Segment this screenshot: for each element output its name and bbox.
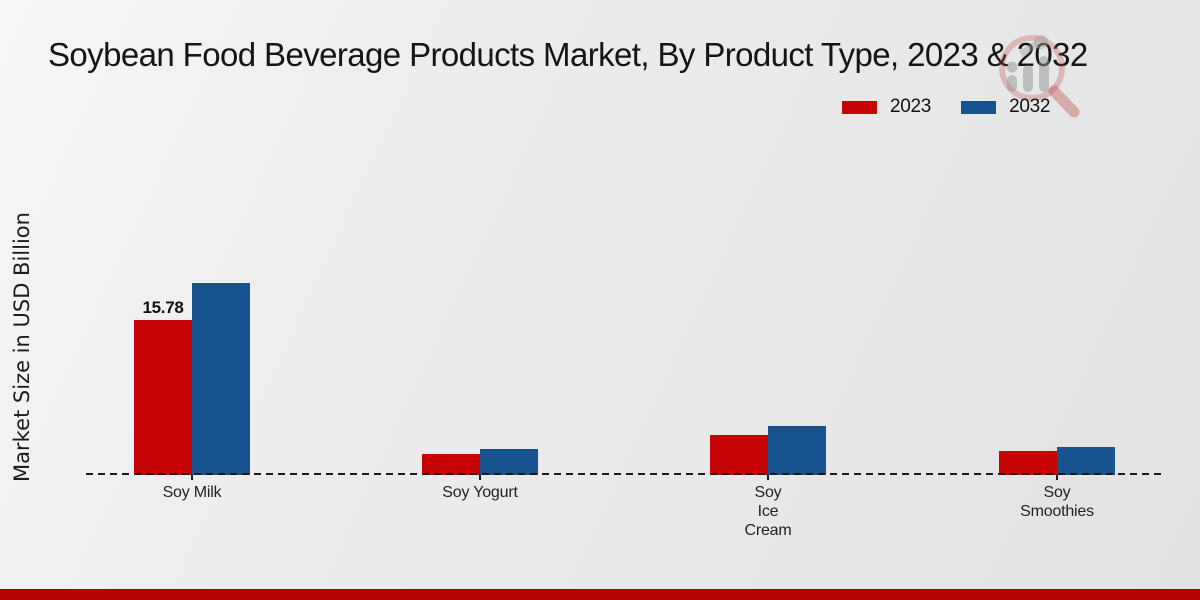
legend-label-2023: 2023 [890,96,932,117]
bar-2032-soy-yogurt [480,449,538,475]
category-label-soy-milk: Soy Milk [162,484,222,501]
legend-label-2032: 2032 [1009,96,1051,117]
bottom-accent-strip [0,589,1200,600]
x-axis-dashed-line [86,473,1163,475]
bar-2023-soy-yogurt [422,454,480,475]
bar-2023-soy-smoothies [999,451,1057,475]
y-axis-label: Market Size in USD Billion [10,212,34,482]
bar-2032-soy-ice-cream [768,426,826,475]
x-tick [1056,475,1058,480]
x-tick [191,475,193,480]
chart-title: Soybean Food Beverage Products Market, B… [48,36,1088,73]
legend-swatch-2023 [842,100,877,114]
category-label-soy-ice-cream: Soy Ice Cream [744,484,792,539]
x-tick [767,475,769,480]
legend-item-2023: 2023 [842,96,931,118]
x-tick [479,475,481,480]
bar-2032-soy-milk [192,283,250,475]
legend-item-2032: 2032 [961,96,1050,118]
bar-2032-soy-smoothies [1057,447,1115,475]
value-label-2023-soy-milk: 15.78 [142,298,184,317]
category-label-soy-yogurt: Soy Yogurt [442,484,518,501]
legend-swatch-2032 [961,100,997,114]
bar-2023-soy-ice-cream [710,435,768,475]
category-label-soy-smoothies: Soy Smoothies [1020,484,1094,520]
legend: 2023 2032 [842,96,1050,118]
bar-2023-soy-milk [134,320,192,475]
